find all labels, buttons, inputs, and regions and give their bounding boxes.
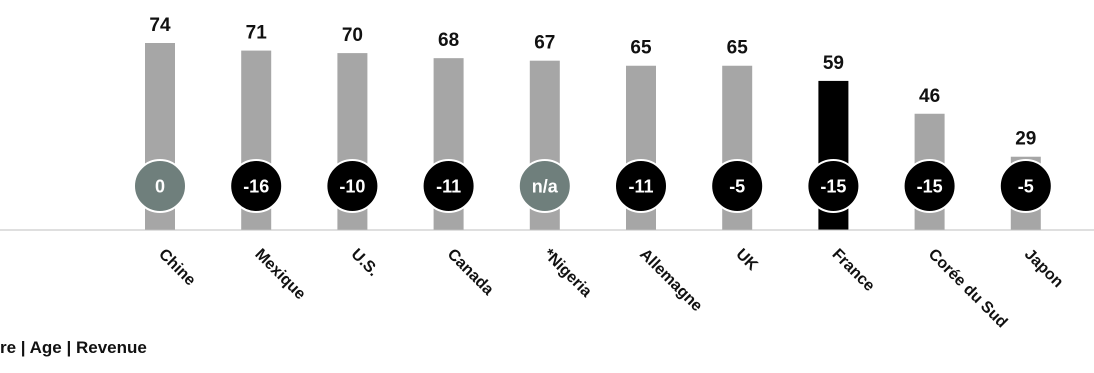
category-label-uk: UK <box>732 246 761 275</box>
value-label-canada: 68 <box>438 30 459 51</box>
value-label-cor-e-du-sud: 46 <box>919 86 940 107</box>
category-label-mexique: Mexique <box>251 246 308 303</box>
category-label-u-s: U.S. <box>348 246 382 280</box>
change-badge-circle <box>133 159 187 213</box>
change-badge-uk: -5 <box>710 159 765 213</box>
footer-caption: re | Age | Revenue <box>0 338 147 357</box>
value-label-uk: 65 <box>727 38 749 59</box>
value-labels-group: 74 71 70 68 67 65 65 59 46 29 <box>149 15 1036 150</box>
category-label-france: France <box>829 246 878 295</box>
value-label-japon: 29 <box>1015 129 1036 150</box>
change-badge-circle <box>517 159 572 213</box>
change-badge-text: -5 <box>1018 177 1034 197</box>
value-label-france: 59 <box>823 53 844 74</box>
category-label-allemagne: Allemagne <box>636 246 705 315</box>
change-badge-cor-e-du-sud: -15 <box>902 159 957 213</box>
category-label-canada: Canada <box>444 246 497 299</box>
change-badge-circle <box>325 159 380 213</box>
change-badge-chine: 0 <box>133 159 187 213</box>
value-label-chine: 74 <box>149 15 171 36</box>
value-label-u-s: 70 <box>342 25 363 46</box>
change-badge-text: -10 <box>339 177 365 197</box>
change-badge-text: 0 <box>155 177 165 197</box>
change-badge-circle <box>614 159 668 213</box>
category-labels-group: Chine Mexique U.S. Canada *Nigeria Allemagne U… <box>155 246 1066 332</box>
change-badge-circle <box>806 159 861 213</box>
change-badge-text: -11 <box>628 177 653 197</box>
change-badge-u-s: -10 <box>325 159 380 213</box>
change-badge-text: -15 <box>917 177 943 197</box>
change-badge-text: -5 <box>729 177 745 197</box>
category-label-chine: Chine <box>155 246 199 290</box>
change-badges-group: 0 -16 -10 -11 n/a -11 -5 -15 -15 -5 <box>133 159 1053 213</box>
category-label-japon: Japon <box>1021 246 1066 291</box>
change-badge-allemagne: -11 <box>614 159 668 213</box>
change-badge-france: -15 <box>806 159 861 213</box>
change-badge-mexique: -16 <box>229 159 284 213</box>
change-badge-circle <box>902 159 957 213</box>
change-badge-japon: -5 <box>998 159 1053 213</box>
category-label-cor-e-du-sud: Corée du Sud <box>925 246 1011 332</box>
change-badge-text: -16 <box>243 177 269 197</box>
change-badge-text: -11 <box>436 177 461 197</box>
change-badge-text: n/a <box>532 177 559 197</box>
value-label-mexique: 71 <box>246 23 268 44</box>
change-badge-circle <box>998 159 1053 213</box>
change-badge-circle <box>421 159 476 213</box>
change-badge-circle <box>229 159 284 213</box>
change-badge-circle <box>710 159 765 213</box>
bars-group <box>145 43 1041 231</box>
value-label-allemagne: 65 <box>630 38 652 59</box>
category-label-nigeria: *Nigeria <box>540 246 595 301</box>
change-badge-canada: -11 <box>421 159 476 213</box>
change-badge-text: -15 <box>820 177 846 197</box>
value-label-nigeria: 67 <box>534 33 555 54</box>
change-badge-nigeria: n/a <box>517 159 572 213</box>
